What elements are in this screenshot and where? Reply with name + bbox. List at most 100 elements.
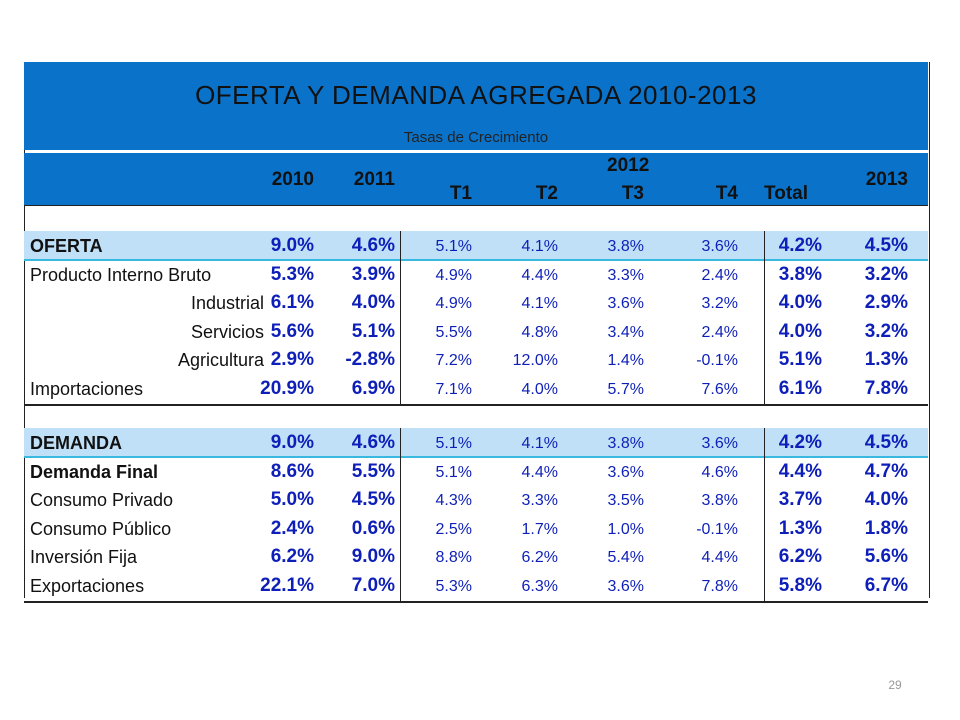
col-header-t1: T1 xyxy=(449,183,472,204)
table-row: Inversión Fija 6.2% 9.0% 8.8% 6.2% 5.4% 4.4% 6.… xyxy=(24,542,928,570)
row-label: Producto Interno Bruto xyxy=(30,264,212,285)
cell-value: 0.6% xyxy=(351,517,395,539)
cell-value: 20.9% xyxy=(260,377,314,399)
cell-value: 2.4% xyxy=(701,323,738,341)
row-label: Demanda Final xyxy=(30,461,159,482)
col-header-t4: T4 xyxy=(715,183,738,204)
cell-value: 3.2% xyxy=(864,320,908,342)
cell-value: 3.3% xyxy=(607,266,644,284)
cell-value: 2.5% xyxy=(435,520,472,538)
cell-value: 5.5% xyxy=(351,460,395,482)
cell-value: 5.1% xyxy=(435,463,472,481)
cell-value: 9.0% xyxy=(270,235,314,256)
row-label: Inversión Fija xyxy=(30,547,138,567)
column-header-band: 2010 2011 2012 T1 T2 T3 T4 Total 2013 xyxy=(24,153,928,206)
cell-value: 4.6% xyxy=(351,235,395,256)
cell-value: 9.0% xyxy=(351,546,395,567)
cell-value: 2.9% xyxy=(270,349,314,370)
cell-value: 4.5% xyxy=(351,489,395,510)
cell-value: 6.9% xyxy=(351,377,395,399)
cell-value: 4.0% xyxy=(864,489,908,510)
cell-value: 4.0% xyxy=(778,292,822,313)
cell-value: 8.8% xyxy=(435,549,472,566)
row-label: Agricultura xyxy=(177,350,264,370)
cell-value: 1.3% xyxy=(864,349,908,370)
table-row: Importaciones 20.9% 6.9% 7.1% 4.0% 5.7% 7.6% 6.… xyxy=(24,374,928,402)
cell-value: 5.0% xyxy=(270,489,314,510)
cell-value: 4.9% xyxy=(435,295,472,312)
cell-value: 5.6% xyxy=(864,546,908,567)
cell-value: 7.1% xyxy=(435,380,472,398)
page-number: 29 xyxy=(888,678,902,692)
row-label: Industrial xyxy=(190,293,264,313)
cell-value: 4.4% xyxy=(778,460,822,482)
row-label: OFERTA xyxy=(30,236,103,256)
table-row: Agricultura 2.9% -2.8% 7.2% 12.0% 1.4% -0.1% 5.… xyxy=(24,345,928,373)
cell-value: 7.2% xyxy=(435,352,472,369)
column-separator xyxy=(764,428,765,601)
row-label: Consumo Privado xyxy=(30,490,174,510)
table-row: Consumo Público 2.4% 0.6% 2.5% 1.7% 1.0% -0.1%… xyxy=(24,514,928,542)
cell-value: 5.1% xyxy=(778,349,822,370)
cell-value: 3.4% xyxy=(607,323,644,341)
table-row: Producto Interno Bruto 5.3% 3.9% 4.9% 4.4% 3.… xyxy=(24,260,928,288)
cell-value: 7.8% xyxy=(701,577,738,595)
cell-value: 1.8% xyxy=(864,517,908,539)
cell-value: 4.3% xyxy=(435,492,472,509)
col-header-2012: 2012 xyxy=(607,155,650,176)
cell-value: 4.6% xyxy=(701,463,738,481)
cell-value: 5.3% xyxy=(270,263,314,285)
column-separator xyxy=(400,428,401,601)
cell-value: 7.0% xyxy=(351,574,395,596)
cell-value: 4.1% xyxy=(521,435,558,452)
cell-value: 6.1% xyxy=(270,292,314,313)
table-row: Demanda Final 8.6% 5.5% 5.1% 4.4% 3.6% 4.6% 4.4… xyxy=(24,457,928,485)
row-label: Importaciones xyxy=(30,378,144,399)
cell-value: 4.0% xyxy=(521,380,558,398)
cell-value: 7.8% xyxy=(864,377,908,399)
column-separator xyxy=(400,231,401,404)
cell-value: 4.7% xyxy=(864,460,908,482)
cell-value: 3.5% xyxy=(607,492,644,509)
cell-value: 8.6% xyxy=(270,460,314,482)
cell-value: 6.7% xyxy=(864,574,908,596)
table-row: Industrial 6.1% 4.0% 4.9% 4.1% 3.6% 3.2% 4.0% 2.… xyxy=(24,288,928,316)
cell-value: 3.9% xyxy=(351,263,395,285)
section-header-band xyxy=(24,428,928,458)
cell-value: 4.0% xyxy=(351,292,395,313)
section-total-row: DEMANDA 9.0% 4.6% 5.1% 4.1% 3.8% 3.6% 4.2% 4.5% xyxy=(24,428,928,456)
cell-value: 7.6% xyxy=(701,380,738,398)
cell-value: 3.6% xyxy=(701,238,738,255)
col-header-t2: T2 xyxy=(535,183,558,204)
cell-value: 5.7% xyxy=(607,380,644,398)
col-header-t3: T3 xyxy=(621,183,644,204)
cell-value: 2.9% xyxy=(864,292,908,313)
row-label: Consumo Público xyxy=(30,518,172,539)
cell-value: 5.4% xyxy=(607,549,644,566)
cell-value: 4.1% xyxy=(521,238,558,255)
table-subtitle: Tasas de Crecimiento xyxy=(403,129,549,146)
cell-value: 4.9% xyxy=(435,266,472,284)
table-row: Exportaciones 22.1% 7.0% 5.3% 6.3% 3.6% 7.8% 5.… xyxy=(24,571,928,599)
cell-value: 4.4% xyxy=(521,463,558,481)
cell-value: 3.8% xyxy=(607,435,644,452)
cell-value: 1.7% xyxy=(521,520,558,538)
cell-value: 4.4% xyxy=(701,549,738,566)
cell-value: 4.6% xyxy=(351,432,395,453)
section-header-band xyxy=(24,231,928,261)
cell-value: 6.2% xyxy=(521,549,558,566)
cell-value: 3.2% xyxy=(864,263,908,285)
section-total-row: OFERTA 9.0% 4.6% 5.1% 4.1% 3.8% 3.6% 4.2% 4.5% xyxy=(24,231,928,259)
cell-value: 1.4% xyxy=(607,352,644,369)
table-title: OFERTA Y DEMANDA AGREGADA 2010-2013 xyxy=(195,80,757,110)
cell-value: 12.0% xyxy=(512,352,558,369)
cell-value: 5.1% xyxy=(435,238,472,255)
cell-value: 1.3% xyxy=(778,517,822,539)
cell-value: 2.4% xyxy=(701,266,738,284)
cell-value: 3.8% xyxy=(701,492,738,509)
cell-value: -0.1% xyxy=(696,352,738,369)
cell-value: 5.6% xyxy=(270,320,314,342)
cell-value: 2.4% xyxy=(270,517,314,539)
cell-value: 5.5% xyxy=(435,323,472,341)
row-label: Exportaciones xyxy=(30,575,145,596)
